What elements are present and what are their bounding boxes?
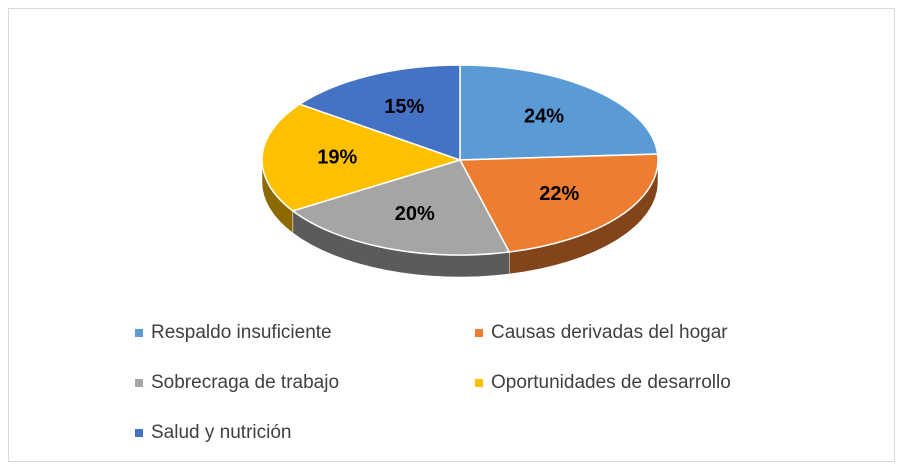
data-label: 19% xyxy=(317,146,357,168)
data-label: 24% xyxy=(524,105,564,127)
data-label: 15% xyxy=(384,96,424,118)
legend-label: Respaldo insuficiente xyxy=(151,322,332,343)
legend-label: Oportunidades de desarrollo xyxy=(491,372,731,393)
slice xyxy=(261,103,463,212)
slice xyxy=(458,153,659,253)
legend-label: Causas derivadas del hogar xyxy=(491,322,728,343)
data-label: 22% xyxy=(539,183,579,205)
data-label: 20% xyxy=(395,203,435,225)
legend-swatch xyxy=(135,329,143,337)
legend-swatch xyxy=(475,379,483,387)
legend-label: Sobrecraga de trabajo xyxy=(151,372,339,393)
slice xyxy=(291,159,511,256)
legend-swatch xyxy=(475,329,483,337)
legend-swatch xyxy=(135,379,143,387)
legend-label: Salud y nutrición xyxy=(151,422,291,443)
legend-swatch xyxy=(135,429,143,437)
slice xyxy=(459,64,659,161)
slice xyxy=(298,64,461,162)
